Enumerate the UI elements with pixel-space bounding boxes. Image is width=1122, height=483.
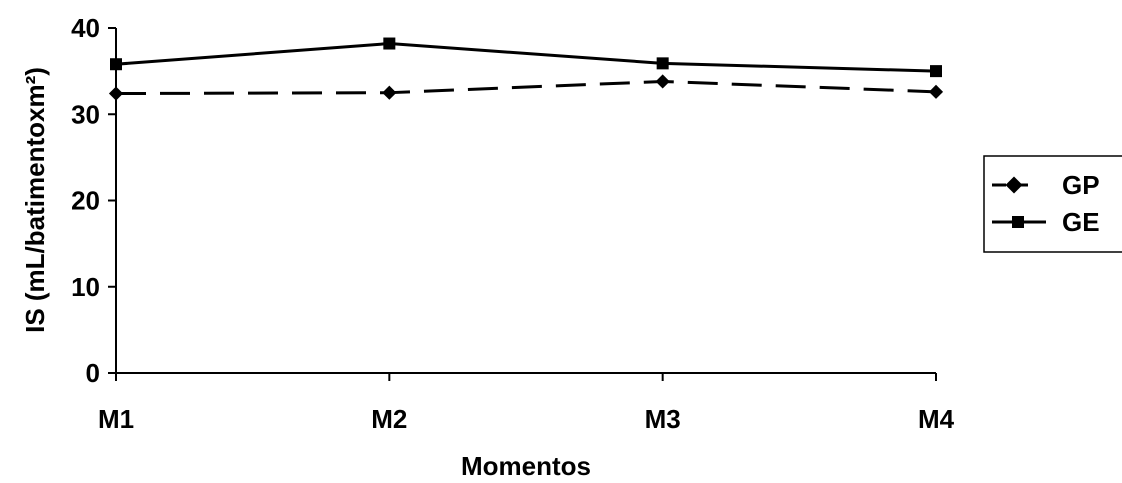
- legend-ge-label: GE: [1062, 207, 1100, 237]
- data-point-ge: [656, 57, 669, 70]
- data-point-ge: [930, 65, 942, 78]
- x-tick-label: M4: [918, 404, 955, 434]
- series-line-ge: [115, 42, 937, 73]
- data-point-ge: [110, 58, 122, 71]
- series-layer: [108, 37, 944, 101]
- legend-ge-marker: [1012, 216, 1024, 228]
- series-line-gp: [115, 79, 937, 96]
- data-point-gp: [382, 85, 397, 100]
- x-tick-label: M2: [371, 404, 407, 434]
- y-axis-title: IS (mL/batimentoxm²): [20, 67, 50, 333]
- y-axis: 0 10 20 30 40: [71, 13, 117, 388]
- legend: GP GE: [983, 155, 1122, 253]
- x-tick-label: M1: [98, 404, 134, 434]
- y-tick-label: 20: [71, 186, 100, 216]
- x-axis-title: Momentos: [461, 451, 591, 481]
- y-tick-label: 40: [71, 13, 100, 43]
- x-axis: M1 M2 M3 M4: [98, 372, 955, 434]
- data-point-gp: [655, 74, 670, 89]
- data-point-gp: [108, 86, 124, 101]
- x-ticks: M1 M2 M3 M4: [98, 373, 955, 434]
- data-point-gp: [928, 84, 944, 99]
- legend-item-gp: GP: [992, 170, 1100, 200]
- y-tick-label: 30: [71, 99, 100, 129]
- legend-box: [983, 155, 1122, 253]
- data-point-ge: [383, 37, 396, 50]
- y-tick-label: 0: [86, 358, 100, 388]
- x-tick-label: M3: [645, 404, 681, 434]
- legend-gp-label: GP: [1062, 170, 1100, 200]
- legend-gp-marker: [1005, 176, 1023, 194]
- legend-item-ge: GE: [992, 207, 1100, 237]
- y-ticks: 0 10 20 30 40: [71, 13, 116, 388]
- y-tick-label: 10: [71, 272, 100, 302]
